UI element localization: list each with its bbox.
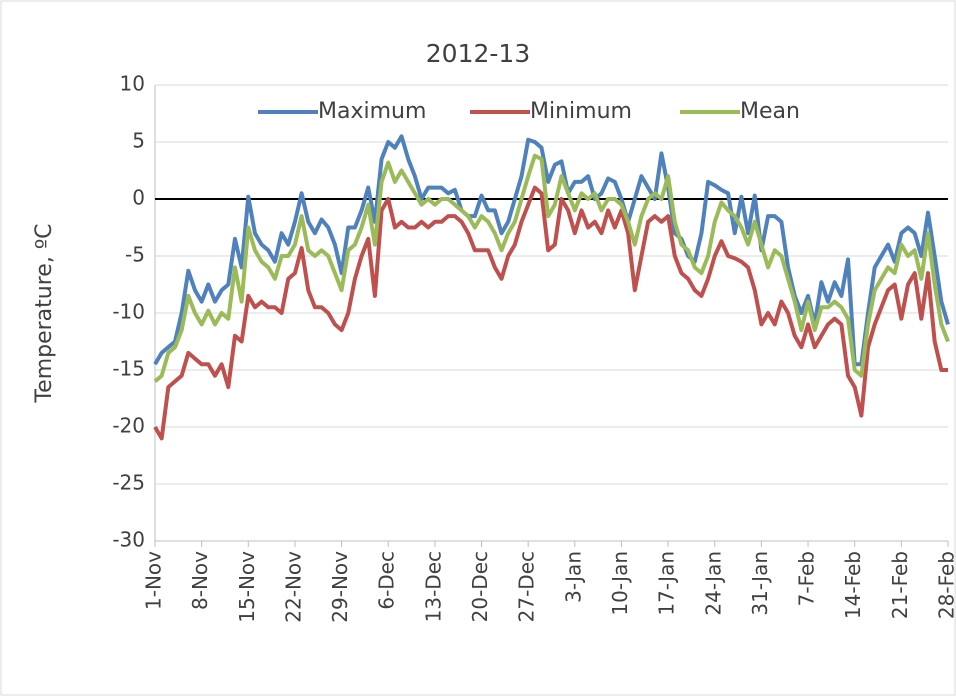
chart-title: 2012-13 [426,39,530,68]
x-tick-label: 17-Jan [655,551,679,616]
x-tick-label: 7-Feb [795,551,819,606]
x-tick-label: 3-Jan [561,551,585,603]
x-tick-label: 13-Dec [421,551,445,622]
data-line [153,134,950,367]
y-tick-label: -20 [112,414,145,438]
y-tick-label: -10 [112,300,145,324]
data-line [153,153,950,383]
y-tick-label: -30 [112,528,145,552]
x-tick-label: 28-Feb [935,551,956,619]
x-tick-label: 20-Dec [468,551,492,622]
x-tick-label: 27-Dec [515,551,539,622]
y-tick-label: 0 [132,186,145,210]
y-tick-label: -25 [112,471,145,495]
y-tick-label: 5 [132,129,145,153]
x-tick-label: 29-Nov [328,551,352,623]
x-tick-label: 24-Jan [701,551,725,616]
y-tick-label: 10 [120,72,145,96]
y-tick-label: -15 [112,357,145,381]
legend-label: Mean [740,99,800,124]
x-tick-label: 10-Jan [608,551,632,616]
legend-label: Minimum [530,99,632,124]
x-tick-label: 15-Nov [235,551,259,623]
x-tick-label: 21-Feb [888,551,912,619]
x-tick-label: 1-Nov [142,551,166,610]
x-tick-label: 14-Feb [841,551,865,619]
x-tick-label: 22-Nov [281,551,305,623]
x-tick-label: 8-Nov [188,551,212,610]
legend-label: Maximum [318,99,426,124]
y-axis-label: Temperature, ºC [32,223,57,403]
data-line [153,185,948,441]
x-tick-label: 31-Jan [748,551,772,616]
x-tick-label: 6-Dec [375,551,399,610]
y-tick-label: -5 [125,243,145,267]
